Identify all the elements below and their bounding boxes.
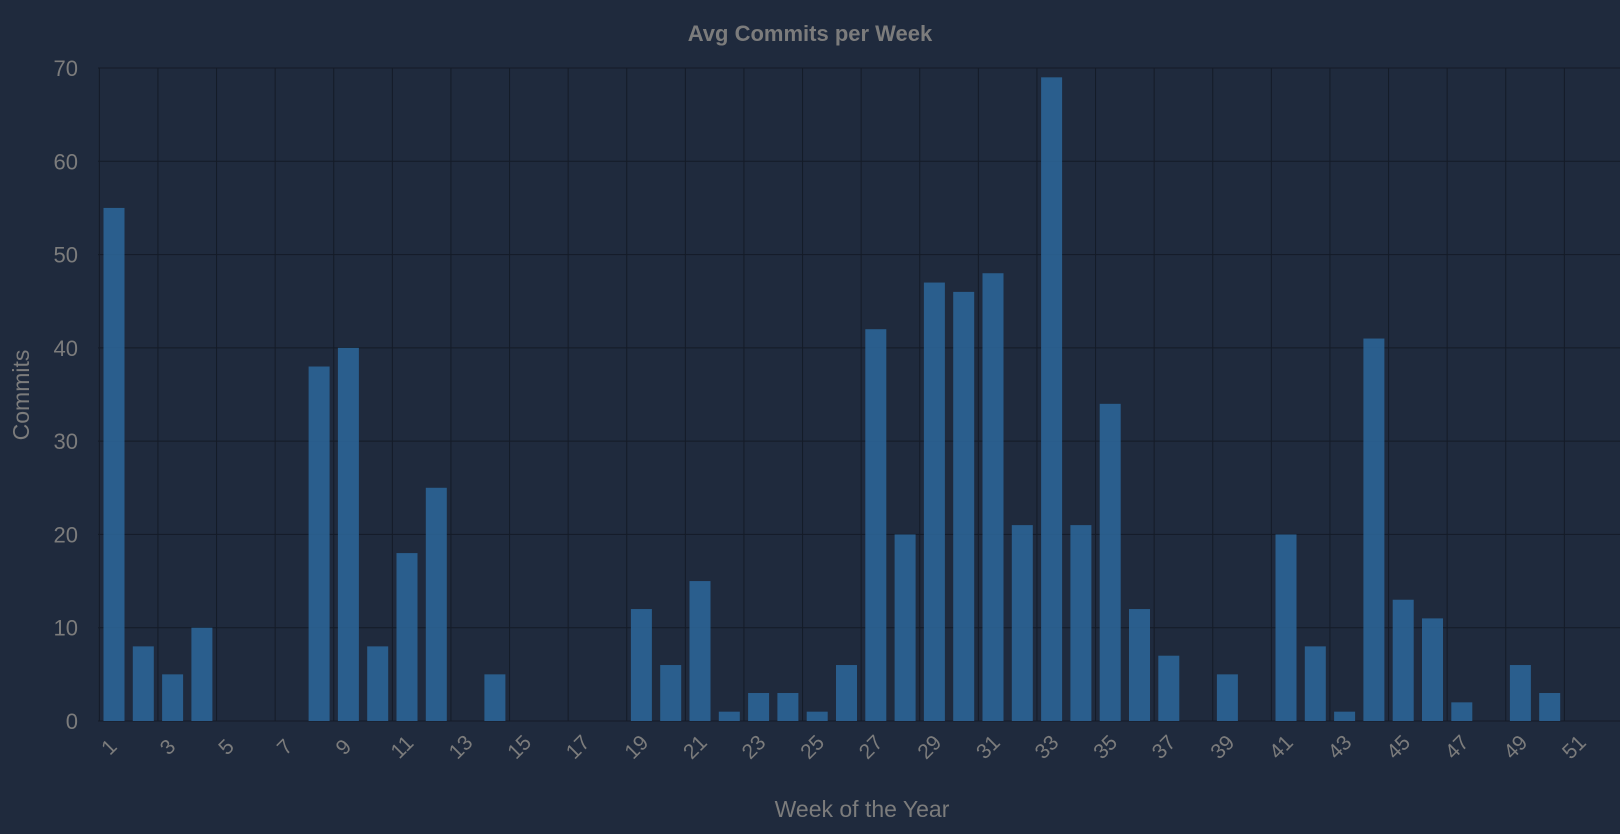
- bar-week-34: [1070, 525, 1092, 721]
- bar-week-49: [1509, 665, 1531, 721]
- bar-week-45: [1392, 599, 1414, 721]
- bar-week-35: [1099, 403, 1121, 721]
- bar-week-42: [1304, 646, 1326, 721]
- x-tick-label: 11: [387, 732, 419, 764]
- bar-week-26: [836, 665, 857, 721]
- bar-week-37: [1158, 655, 1180, 721]
- x-tick-label: 41: [1265, 731, 1298, 764]
- bar-week-43: [1334, 711, 1356, 721]
- bar-week-10: [367, 646, 389, 721]
- y-tick-label: 50: [54, 243, 78, 268]
- y-axis-label: Commits: [8, 350, 34, 441]
- bar-week-2: [132, 646, 154, 721]
- x-tick-label: 1: [97, 735, 122, 760]
- bar-week-14: [484, 674, 506, 721]
- x-tick-label: 7: [273, 735, 298, 760]
- y-tick-label: 40: [54, 336, 78, 361]
- x-tick-label: 21: [679, 731, 712, 764]
- bar-week-46: [1422, 618, 1443, 721]
- x-tick-label: 35: [1089, 731, 1122, 764]
- x-axis-ticks: 1 3 5 7 9 11 13 15 17 19 21 23 25 27 29 31 33 35 37 39 41 43 4…: [97, 731, 1591, 764]
- x-tick-label: 27: [855, 731, 888, 764]
- x-tick-label: 31: [972, 731, 1005, 764]
- bar-week-22: [718, 711, 740, 721]
- y-tick-label: 20: [54, 522, 78, 547]
- bar-week-9: [337, 347, 359, 721]
- x-tick-label: 33: [1031, 731, 1064, 764]
- bar-week-41: [1275, 534, 1297, 721]
- x-tick-label: 45: [1382, 731, 1415, 764]
- bar-week-36: [1129, 609, 1150, 721]
- bar-week-11: [396, 553, 418, 721]
- y-tick-label: 0: [66, 709, 78, 734]
- bar-week-1: [103, 207, 125, 721]
- bar-week-32: [1011, 525, 1033, 721]
- bar-week-39: [1216, 674, 1238, 721]
- x-tick-label: 47: [1441, 731, 1474, 764]
- x-tick-label: 15: [503, 731, 536, 764]
- grid: [98, 67, 1620, 722]
- x-tick-label: 43: [1324, 731, 1357, 764]
- x-tick-label: 25: [796, 731, 829, 764]
- bar-week-30: [953, 291, 975, 721]
- x-axis-label: Week of the Year: [775, 796, 950, 822]
- bar-week-29: [923, 282, 945, 721]
- y-tick-label: 70: [54, 56, 78, 81]
- bar-week-8: [308, 366, 330, 721]
- y-axis-ticks: 0 10 20 30 40 50 60 70: [54, 56, 78, 734]
- chart-title: Avg Commits per Week: [688, 21, 933, 46]
- bar-week-27: [865, 329, 887, 721]
- bar-week-19: [630, 609, 652, 721]
- y-tick-label: 10: [54, 616, 78, 641]
- bar-week-33: [1041, 77, 1063, 722]
- bar-week-20: [660, 665, 682, 721]
- bar-week-31: [982, 273, 1004, 721]
- x-tick-label: 17: [562, 731, 595, 764]
- bars: [103, 77, 1561, 722]
- bar-week-4: [191, 627, 213, 721]
- y-tick-label: 60: [54, 149, 78, 174]
- bar-week-21: [689, 581, 711, 721]
- x-tick-label: 39: [1206, 731, 1239, 764]
- bar-week-24: [777, 693, 799, 721]
- y-tick-label: 30: [54, 429, 78, 454]
- x-tick-label: 3: [156, 735, 181, 760]
- bar-week-47: [1451, 702, 1473, 721]
- bar-week-50: [1539, 693, 1561, 721]
- bar-week-23: [748, 693, 770, 721]
- x-tick-label: 9: [332, 735, 357, 760]
- bar-week-3: [162, 674, 184, 721]
- x-tick-label: 37: [1148, 731, 1181, 764]
- x-tick-label: 13: [445, 731, 478, 764]
- x-tick-label: 19: [620, 731, 653, 764]
- x-tick-label: 5: [214, 735, 239, 760]
- x-tick-label: 49: [1499, 731, 1532, 764]
- bar-week-25: [806, 711, 828, 721]
- x-tick-label: 23: [738, 731, 771, 764]
- bar-week-44: [1363, 338, 1385, 721]
- x-tick-label: 29: [913, 731, 946, 764]
- bar-week-12: [425, 487, 447, 721]
- x-tick-label: 51: [1558, 731, 1591, 764]
- bar-week-28: [894, 534, 916, 721]
